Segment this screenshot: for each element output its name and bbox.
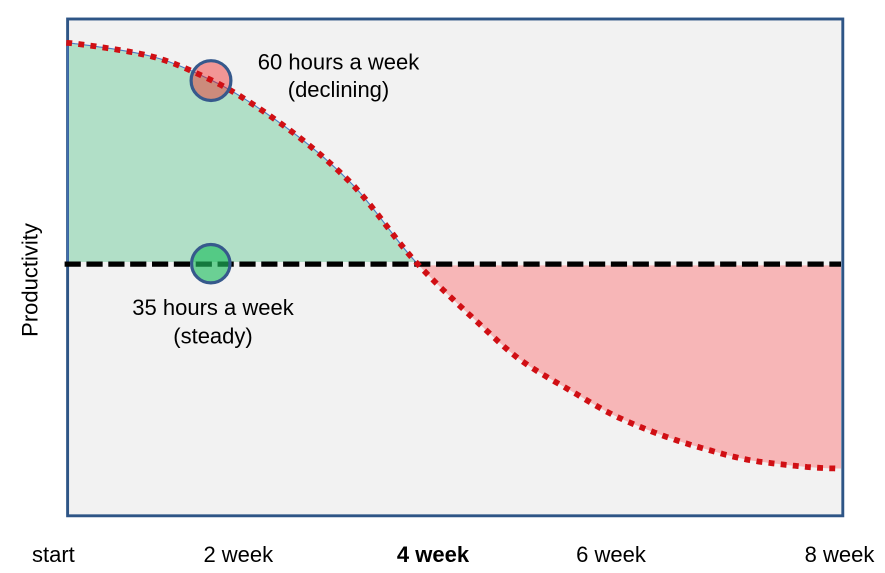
- svg-text:(declining): (declining): [288, 77, 390, 102]
- svg-text:60 hours a week: 60 hours a week: [258, 50, 420, 75]
- svg-text:4 week: 4 week: [397, 542, 470, 567]
- svg-text:(steady): (steady): [173, 323, 252, 348]
- svg-text:2 week: 2 week: [203, 542, 274, 567]
- svg-text:6 week: 6 week: [576, 542, 647, 567]
- svg-text:8 week: 8 week: [805, 542, 876, 567]
- svg-text:Productivity: Productivity: [18, 223, 43, 337]
- svg-text:35 hours a week: 35 hours a week: [132, 295, 294, 320]
- svg-text:start: start: [32, 542, 75, 567]
